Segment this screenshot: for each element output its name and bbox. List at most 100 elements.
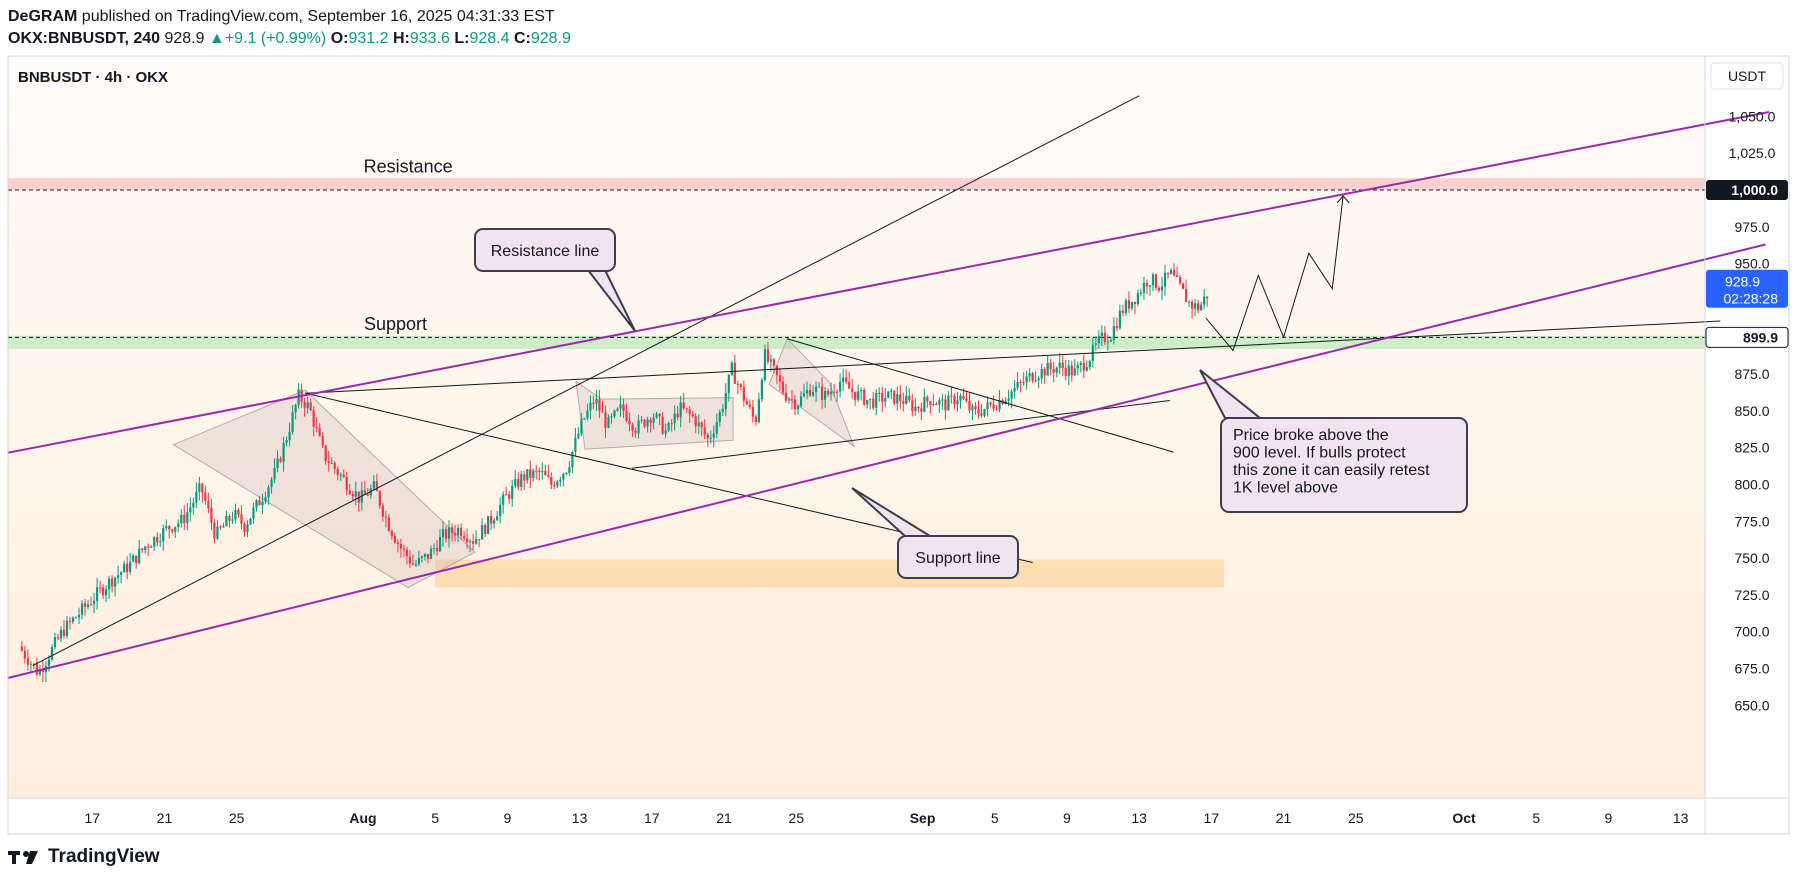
- candle-body[interactable]: [1127, 300, 1131, 309]
- candle-body[interactable]: [484, 525, 487, 535]
- candle-body[interactable]: [703, 427, 706, 435]
- candle-body[interactable]: [216, 526, 219, 539]
- candle-body[interactable]: [799, 396, 803, 406]
- candle-body[interactable]: [135, 555, 138, 564]
- candle-body[interactable]: [607, 416, 610, 428]
- candle-body[interactable]: [267, 487, 270, 498]
- candle-body[interactable]: [1200, 304, 1203, 311]
- candle-body[interactable]: [502, 494, 505, 505]
- candle-body[interactable]: [375, 481, 378, 492]
- candle-body[interactable]: [902, 401, 905, 404]
- candle-body[interactable]: [1187, 301, 1191, 303]
- candle-body[interactable]: [59, 629, 63, 639]
- pattern-shape-0[interactable]: [172, 389, 476, 589]
- candle-body[interactable]: [694, 416, 697, 427]
- candle-body[interactable]: [1016, 381, 1019, 388]
- candle-body[interactable]: [1079, 362, 1082, 366]
- candle-body[interactable]: [150, 546, 153, 548]
- candle-body[interactable]: [637, 420, 640, 434]
- candle-body[interactable]: [315, 426, 318, 428]
- candle-body[interactable]: [95, 587, 99, 601]
- candle-body[interactable]: [929, 401, 932, 405]
- candle-body[interactable]: [1169, 270, 1173, 274]
- candle-body[interactable]: [805, 390, 809, 394]
- candle-body[interactable]: [321, 435, 324, 446]
- candle-body[interactable]: [1109, 340, 1112, 342]
- candle-body[interactable]: [53, 637, 57, 648]
- candle-body[interactable]: [231, 519, 234, 521]
- candle-body[interactable]: [953, 395, 956, 405]
- candle-body[interactable]: [526, 469, 529, 481]
- candle-body[interactable]: [444, 529, 448, 539]
- candle-body[interactable]: [833, 391, 836, 393]
- candle-body[interactable]: [911, 400, 914, 411]
- candle-body[interactable]: [658, 413, 661, 417]
- candle-body[interactable]: [1133, 301, 1137, 305]
- candle-body[interactable]: [1157, 287, 1161, 291]
- candle-body[interactable]: [998, 400, 1001, 410]
- candle-body[interactable]: [995, 408, 998, 410]
- candle-body[interactable]: [679, 402, 682, 418]
- candle-body[interactable]: [857, 391, 860, 400]
- candle-body[interactable]: [884, 397, 887, 402]
- candle-body[interactable]: [923, 396, 926, 412]
- candle-body[interactable]: [435, 548, 439, 552]
- candle-body[interactable]: [174, 526, 177, 532]
- candle-body[interactable]: [1046, 362, 1049, 376]
- candle-body[interactable]: [553, 484, 556, 487]
- candle-body[interactable]: [736, 383, 739, 385]
- candle-body[interactable]: [459, 527, 463, 537]
- candle-body[interactable]: [32, 663, 35, 665]
- candle-body[interactable]: [270, 479, 273, 488]
- candle-body[interactable]: [363, 490, 366, 495]
- candle-body[interactable]: [192, 502, 195, 508]
- candle-body[interactable]: [258, 500, 261, 506]
- trend-line-0[interactable]: [32, 95, 1140, 667]
- candle-body[interactable]: [974, 406, 977, 410]
- candle-body[interactable]: [186, 512, 189, 524]
- candle-body[interactable]: [670, 423, 673, 425]
- price-scale-panel[interactable]: [1705, 56, 1789, 798]
- candle-body[interactable]: [1088, 360, 1091, 368]
- candle-body[interactable]: [730, 362, 733, 375]
- candle-body[interactable]: [411, 563, 415, 565]
- candle-body[interactable]: [246, 524, 249, 532]
- candle-body[interactable]: [129, 561, 132, 573]
- candle-body[interactable]: [652, 417, 655, 423]
- candle-body[interactable]: [369, 488, 372, 496]
- candle-body[interactable]: [643, 419, 646, 427]
- candle-body[interactable]: [754, 416, 757, 423]
- candle-body[interactable]: [727, 374, 730, 393]
- candle-body[interactable]: [535, 470, 538, 472]
- candle-body[interactable]: [333, 462, 336, 469]
- candle-body[interactable]: [496, 516, 499, 521]
- candle-body[interactable]: [324, 445, 327, 462]
- candle-body[interactable]: [478, 539, 481, 541]
- candle-body[interactable]: [520, 474, 523, 488]
- candle-body[interactable]: [989, 402, 992, 405]
- candle-body[interactable]: [432, 548, 436, 550]
- candle-body[interactable]: [147, 546, 150, 548]
- candle-body[interactable]: [41, 669, 45, 673]
- candle-body[interactable]: [823, 391, 827, 400]
- candle-body[interactable]: [977, 409, 980, 414]
- candle-body[interactable]: [1022, 382, 1025, 384]
- candle-body[interactable]: [240, 514, 243, 524]
- candle-body[interactable]: [688, 409, 691, 415]
- candle-body[interactable]: [273, 468, 276, 480]
- candle-body[interactable]: [306, 402, 309, 409]
- candle-body[interactable]: [1145, 283, 1149, 287]
- candle-body[interactable]: [414, 564, 418, 566]
- candle-body[interactable]: [1172, 270, 1176, 276]
- candle-body[interactable]: [721, 408, 724, 412]
- candle-body[interactable]: [950, 395, 953, 397]
- candle-body[interactable]: [1124, 300, 1128, 314]
- candle-body[interactable]: [1058, 362, 1061, 368]
- candle-body[interactable]: [941, 399, 944, 401]
- candle-body[interactable]: [378, 491, 381, 506]
- candle-body[interactable]: [1049, 362, 1052, 369]
- candle-body[interactable]: [1190, 301, 1194, 309]
- candle-body[interactable]: [586, 410, 589, 419]
- candle-body[interactable]: [312, 410, 315, 427]
- candle-body[interactable]: [1064, 367, 1067, 377]
